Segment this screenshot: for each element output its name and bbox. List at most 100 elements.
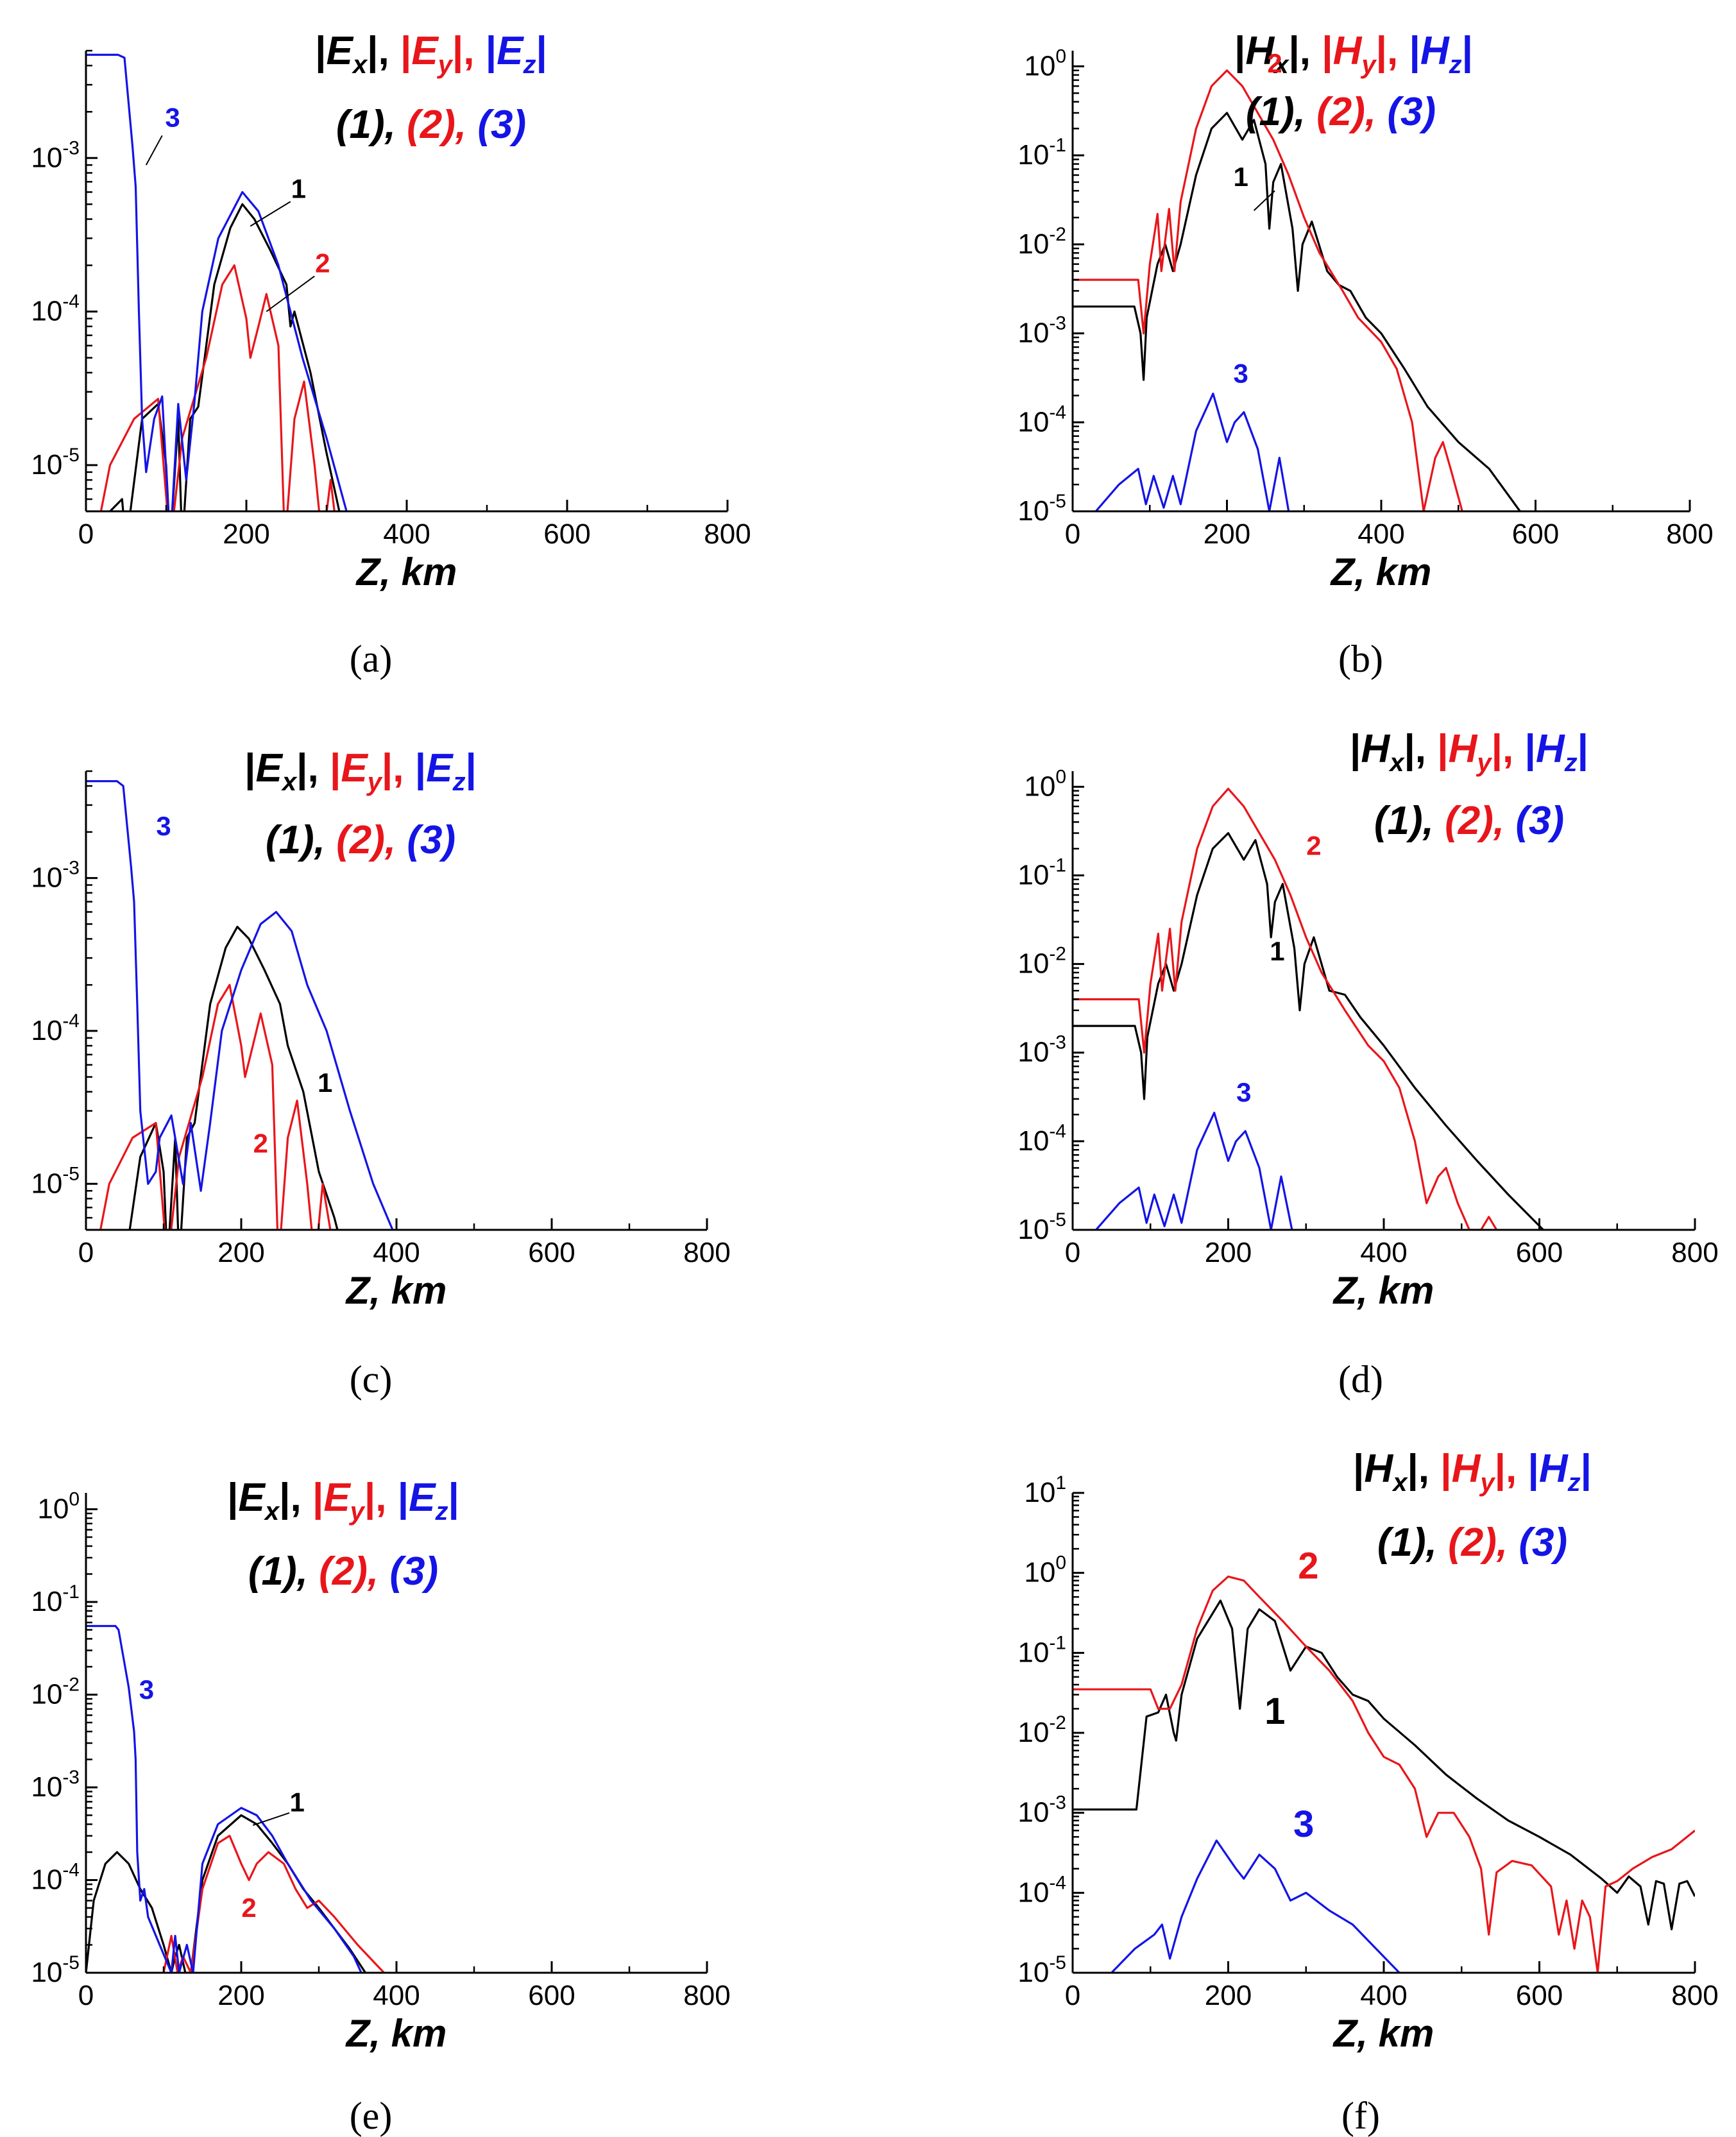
chart-a: 0 200 400 600 800 10-5 10-4 10-3 Z, km |Ex|, |Ey|… (31, 29, 751, 680)
panel-label: (c) (350, 1358, 393, 1401)
x-tick-label: 200 (223, 518, 269, 550)
x-tick-label: 800 (704, 518, 751, 550)
x-axis-label: Z, km (1330, 550, 1432, 593)
series-line-2 (1073, 69, 1463, 511)
annotation-leader (266, 275, 315, 312)
x-tick-label: 200 (1205, 1237, 1252, 1268)
x-axis-label: Z, km (1332, 2012, 1434, 2055)
y-tick-label: 10-3 (1017, 313, 1066, 349)
series-annotation-2: 2 (253, 1128, 268, 1159)
x-tick-label: 400 (383, 518, 430, 550)
series-annotation-1: 1 (1264, 1690, 1285, 1732)
chart-title-line1: |Hx|, |Hy|, |Hz| (1234, 29, 1473, 79)
x-tick-label: 800 (1671, 1980, 1718, 2011)
series-annotation-1: 1 (1233, 162, 1248, 192)
y-tick-label: 10-1 (1017, 855, 1066, 890)
series-annotation-1: 1 (289, 1787, 304, 1817)
chart-title-line1: |Ex|, |Ey|, |Ez| (315, 29, 547, 79)
x-tick-label: 0 (78, 1980, 94, 2011)
x-tick-label: 200 (1205, 1980, 1252, 2011)
series-line-1 (1073, 112, 1521, 511)
series-annotation-1: 1 (318, 1068, 332, 1098)
series-annotation-3: 3 (1293, 1803, 1314, 1845)
x-tick-label: 800 (1666, 518, 1713, 550)
panel-label: (d) (1338, 1358, 1383, 1401)
series-group (1073, 69, 1521, 511)
y-tick-label: 10-4 (1017, 1872, 1066, 1908)
series-annotation-2: 2 (1306, 831, 1321, 861)
chart-title-line1: |Hx|, |Hy|, |Hz| (1353, 1447, 1592, 1497)
x-tick-label: 600 (1516, 1980, 1563, 2011)
panel-label: (e) (350, 2095, 393, 2137)
y-tick-label: 10-3 (1017, 1792, 1066, 1828)
y-tick-label: 10-4 (1017, 1121, 1066, 1157)
series-annotation-1: 1 (291, 173, 306, 203)
panel-label: (f) (1341, 2095, 1380, 2137)
chart-title-line2: (1), (2), (3) (1377, 1520, 1567, 1565)
x-tick-label: 0 (78, 1237, 94, 1268)
x-tick-label: 800 (683, 1980, 730, 2011)
chart-title-line2: (1), (2), (3) (336, 103, 526, 147)
y-tick-label: 10-2 (1017, 944, 1066, 980)
y-tick-label: 10-4 (1017, 402, 1066, 438)
x-axis-label: Z, km (1332, 1269, 1434, 1312)
chart-title-line1: |Hx|, |Hy|, |Hz| (1350, 727, 1588, 777)
series-annotation-2: 2 (241, 1893, 256, 1923)
series-annotation-3: 3 (165, 102, 180, 132)
y-tick-label: 10-4 (31, 1010, 80, 1046)
y-tick-label: 10-4 (31, 1859, 80, 1895)
x-tick-label: 0 (1065, 518, 1080, 550)
series-annotation-3: 3 (156, 811, 171, 841)
panel-label: (a) (350, 638, 393, 680)
x-tick-label: 600 (528, 1237, 575, 1268)
series-group (86, 53, 348, 511)
y-tick-label: 10-3 (31, 858, 80, 894)
annotation-leader (145, 135, 163, 166)
x-tick-label: 400 (1357, 518, 1404, 550)
series-line-1 (1073, 832, 1544, 1230)
y-tick-label: 100 (1024, 46, 1066, 81)
y-tick-label: 10-1 (1017, 135, 1066, 171)
y-tick-label: 100 (37, 1488, 80, 1524)
series-line-3 (1111, 1839, 1400, 1973)
y-tick-label: 10-4 (31, 291, 80, 327)
series-annotation-2: 2 (1298, 1545, 1318, 1587)
x-axis-label: Z, km (355, 550, 457, 593)
chart-title-line2: (1), (2), (3) (248, 1549, 438, 1594)
series-line-1 (1073, 1599, 1695, 1930)
chart-b: 0 200 400 600 800 10-5 10-4 10-3 10-2 10-1 100 Z, k… (1017, 29, 1713, 680)
series-group (86, 1624, 386, 1973)
x-tick-label: 600 (543, 518, 590, 550)
series-annotation-3: 3 (1233, 358, 1248, 388)
y-tick-label: 10-2 (1017, 1712, 1066, 1748)
chart-title-line2: (1), (2), (3) (266, 818, 455, 862)
x-tick-label: 400 (373, 1237, 420, 1268)
x-tick-label: 800 (683, 1237, 730, 1268)
x-tick-label: 600 (528, 1980, 575, 2011)
y-tick-label: 100 (1024, 1553, 1066, 1588)
annotation-leader (250, 201, 291, 227)
annotation-leader (252, 1812, 290, 1826)
series-annotation-3: 3 (1236, 1077, 1251, 1107)
series-line-2 (99, 983, 332, 1230)
x-tick-label: 400 (1360, 1237, 1407, 1268)
series-group (1073, 787, 1544, 1230)
series-line-3 (1095, 1111, 1293, 1230)
x-tick-label: 400 (373, 1980, 420, 2011)
y-tick-label: 10-1 (1017, 1632, 1066, 1668)
y-tick-label: 10-3 (1017, 1032, 1066, 1068)
series-annotation-2: 2 (1267, 48, 1282, 78)
x-tick-label: 200 (1204, 518, 1250, 550)
y-tick-label: 10-3 (31, 137, 80, 173)
x-axis-label: Z, km (345, 1269, 447, 1312)
y-tick-label: 101 (1024, 1472, 1066, 1508)
series-line-2 (1073, 787, 1498, 1230)
y-tick-label: 10-5 (31, 1163, 80, 1199)
y-tick-label: 10-2 (31, 1674, 80, 1710)
series-line-2 (99, 264, 336, 511)
series-line-3 (1094, 393, 1290, 511)
chart-e: 0 200 400 600 800 10-5 10-4 10-3 10-2 10-1 100 Z, k… (31, 1476, 730, 2137)
series-annotation-2: 2 (315, 248, 330, 278)
series-group (1073, 1575, 1695, 1973)
